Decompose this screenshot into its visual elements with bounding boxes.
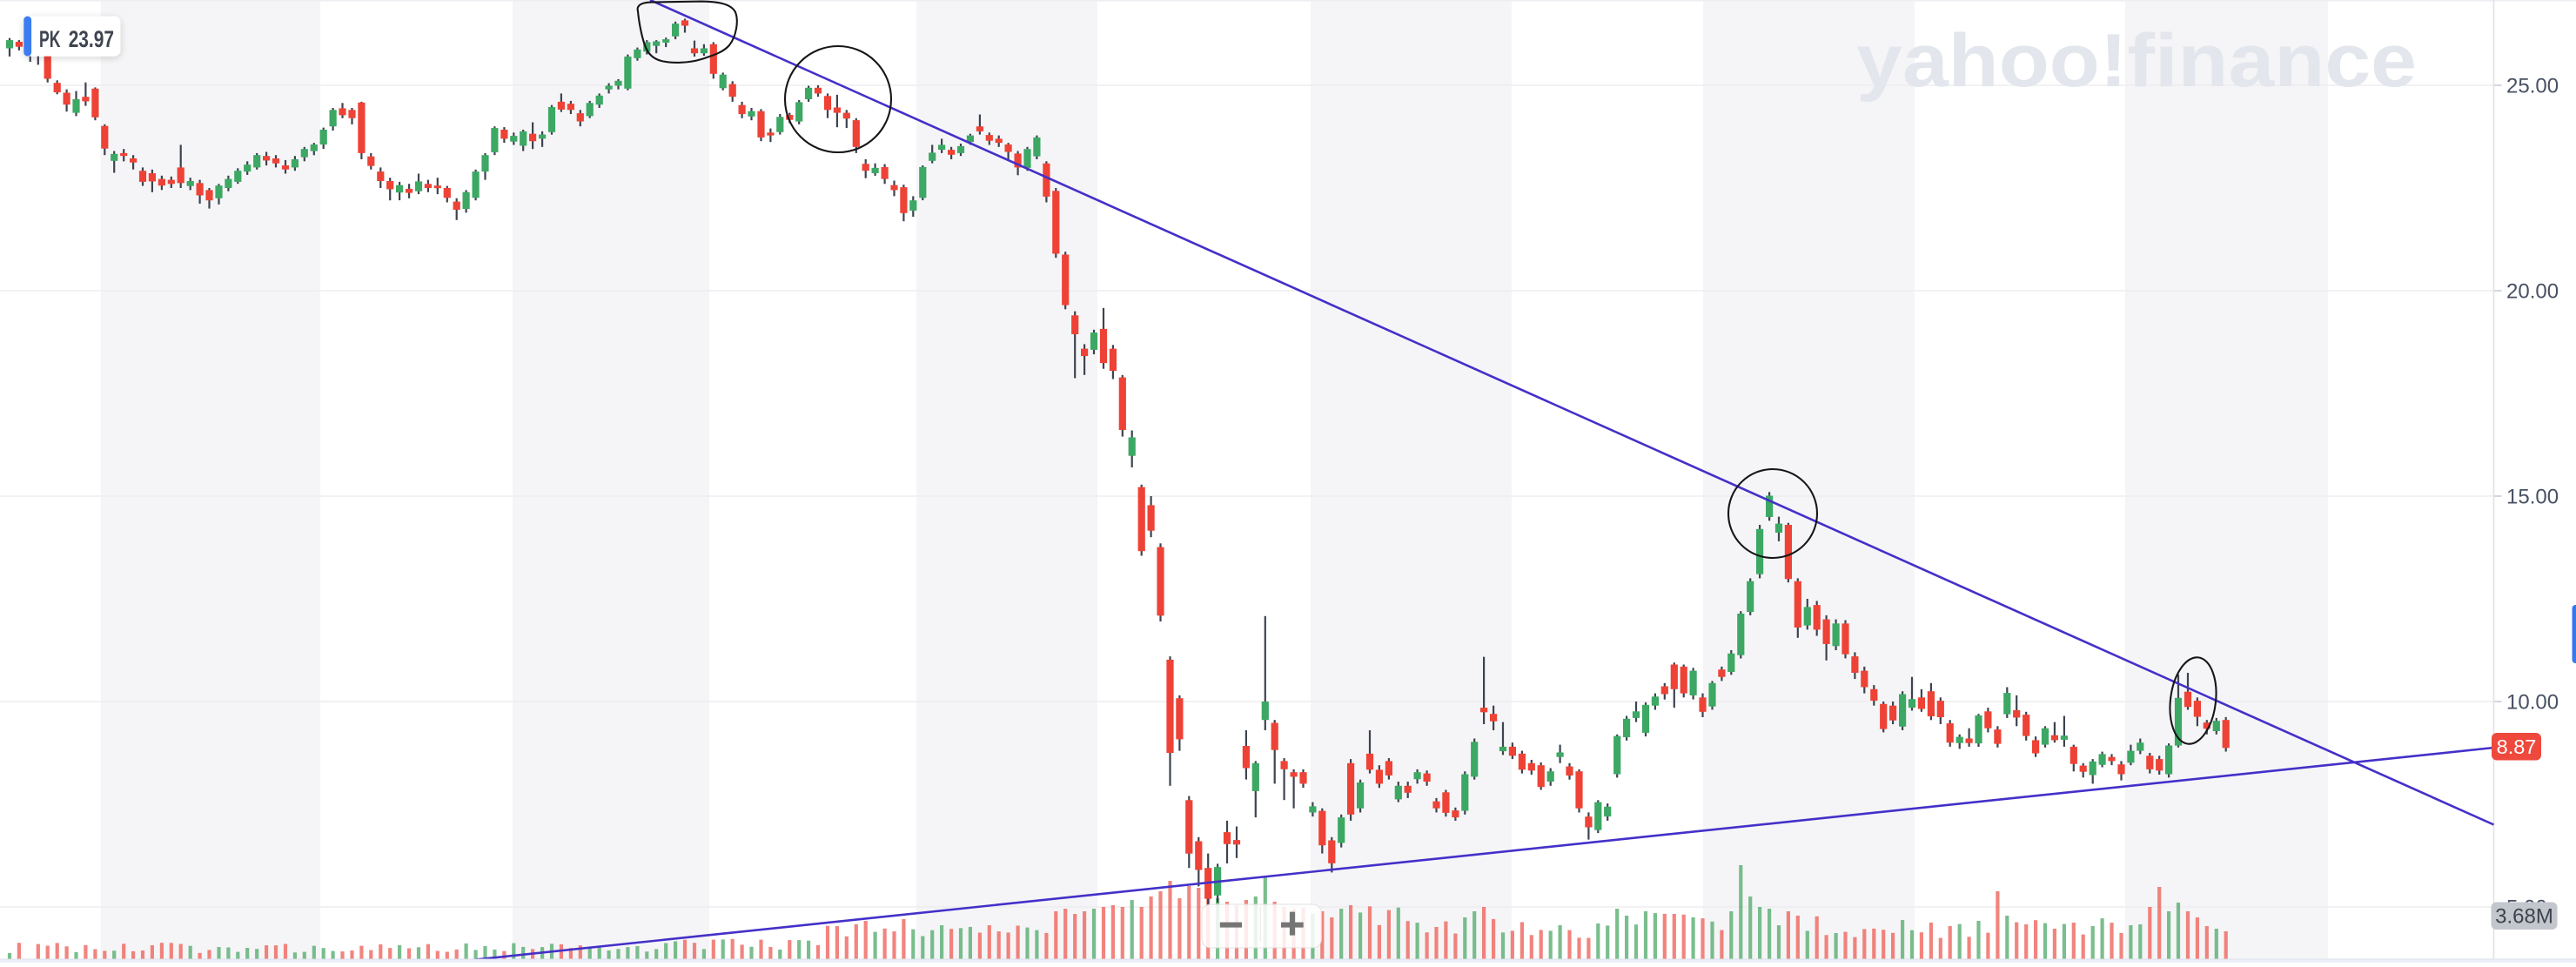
svg-text:PK: PK: [39, 26, 61, 52]
svg-text:23.97: 23.97: [69, 26, 114, 52]
svg-text:3.68M: 3.68M: [2495, 905, 2553, 929]
svg-text:8.87: 8.87: [2497, 735, 2537, 758]
svg-text:15.00: 15.00: [2506, 486, 2559, 509]
svg-text:20.00: 20.00: [2506, 280, 2559, 304]
svg-text:10.00: 10.00: [2506, 691, 2559, 715]
svg-text:yahoo!finance: yahoo!finance: [1856, 19, 2417, 103]
svg-text:25.00: 25.00: [2506, 75, 2559, 98]
